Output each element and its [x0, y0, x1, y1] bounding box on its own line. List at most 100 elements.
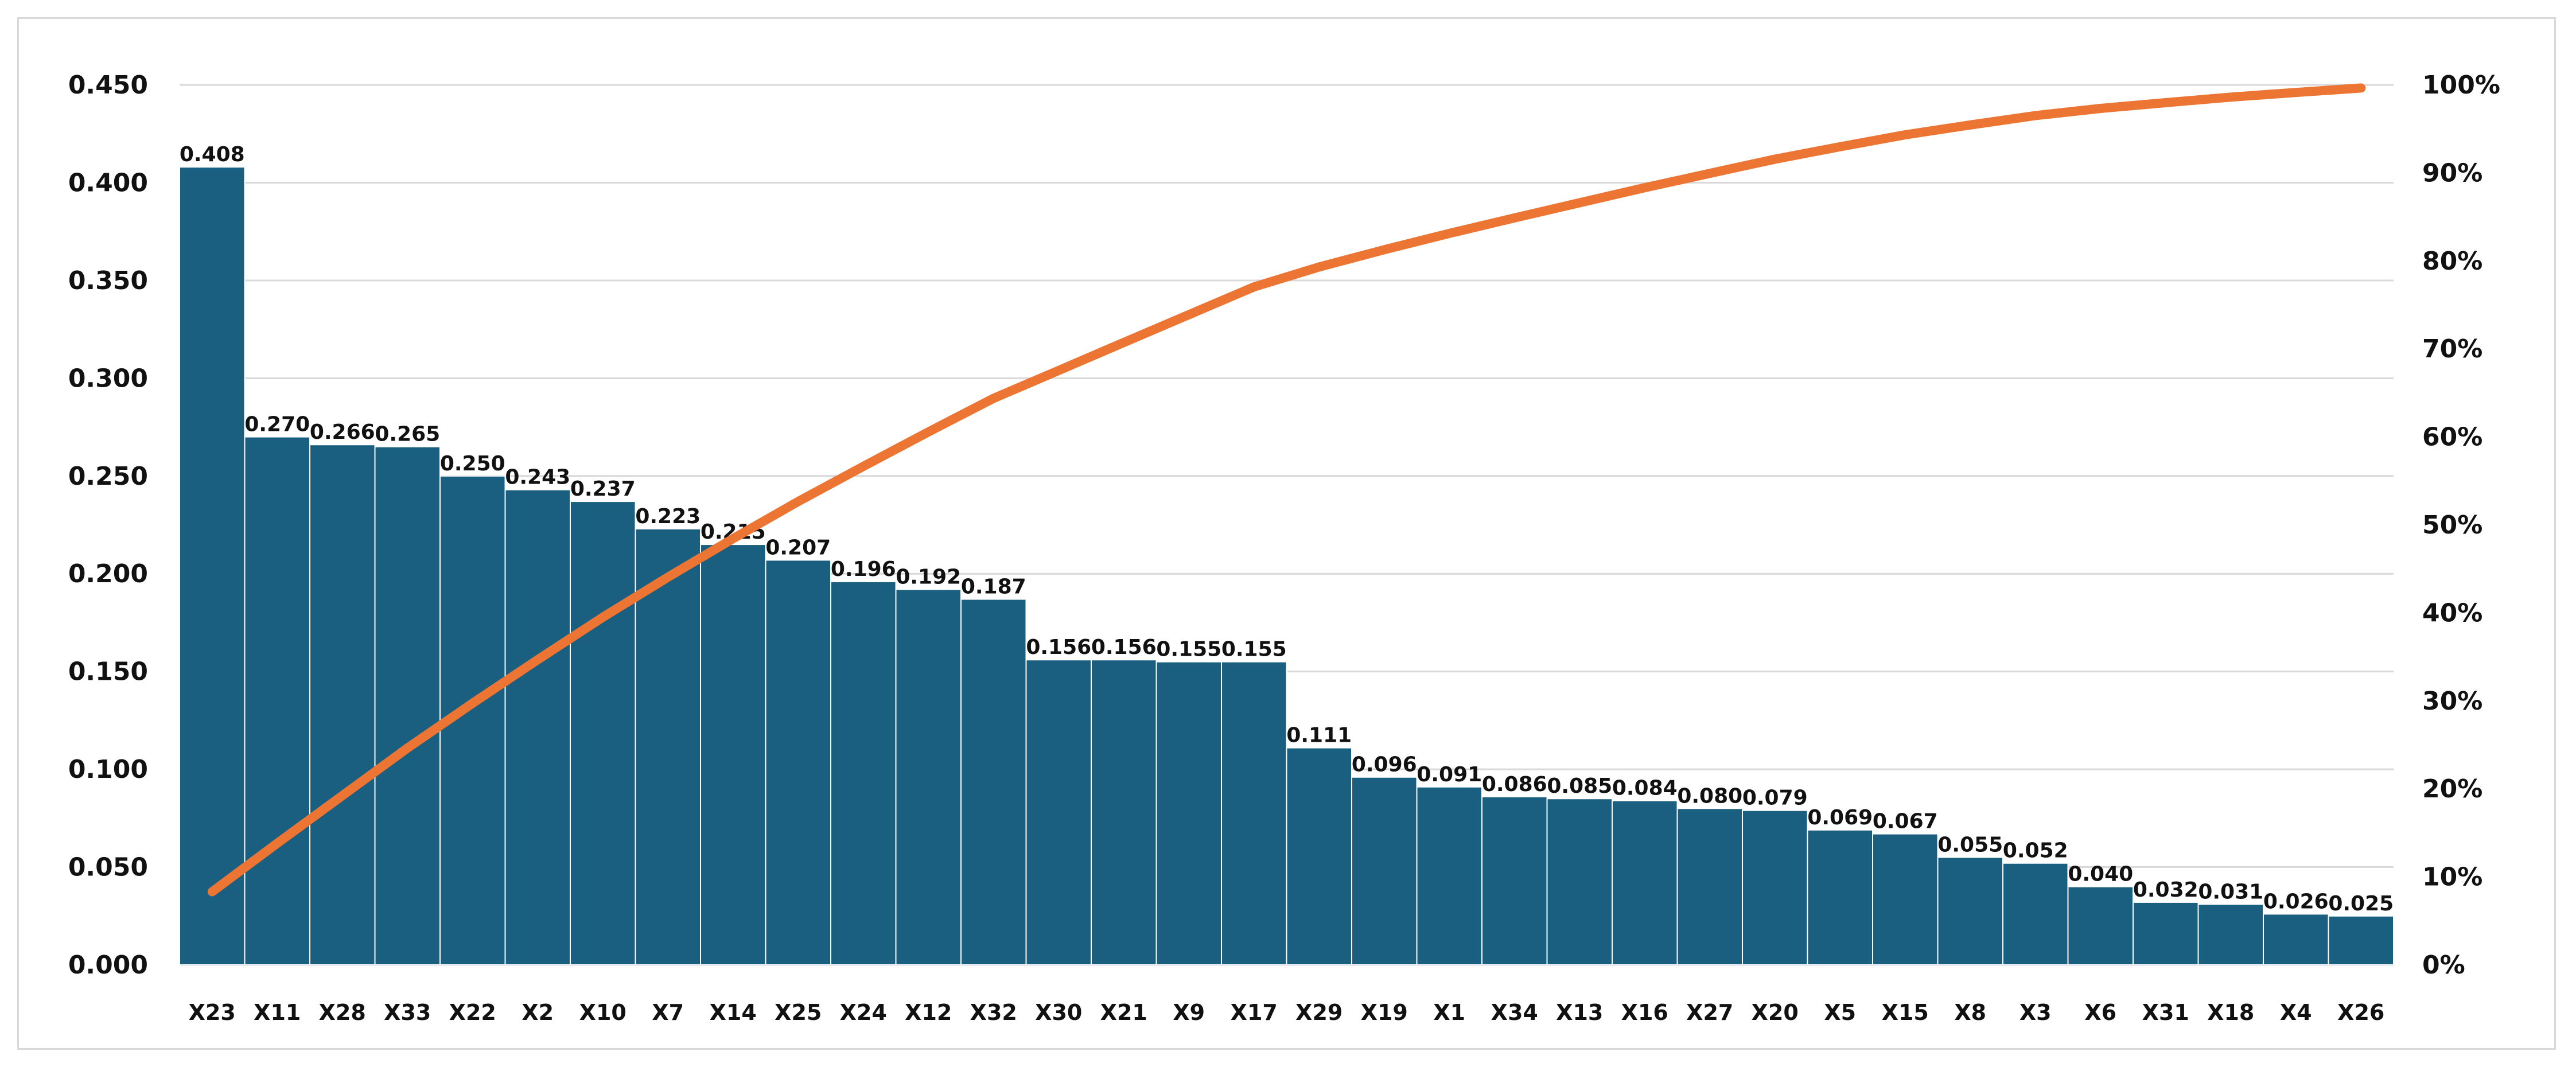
bar — [570, 501, 636, 965]
left-y-tick-label: 0.150 — [68, 657, 148, 687]
left-y-tick-label: 0.450 — [68, 71, 148, 100]
bar — [309, 444, 376, 965]
bar-data-label: 0.069 — [1807, 806, 1873, 829]
x-tick-label: X12 — [905, 1000, 952, 1025]
bar-data-label: 0.096 — [1352, 753, 1417, 777]
bar-data-label: 0.111 — [1286, 724, 1352, 747]
x-tick-label: X6 — [2084, 1000, 2116, 1025]
bar — [635, 528, 701, 965]
right-y-tick-label: 30% — [2422, 687, 2482, 716]
x-tick-label: X10 — [579, 1000, 627, 1025]
x-tick-label: X11 — [254, 1000, 301, 1025]
bar — [830, 581, 897, 965]
bar-data-label: 0.026 — [2263, 890, 2329, 913]
cumulative-line — [207, 83, 2366, 897]
bar — [1937, 856, 2003, 965]
bar — [1742, 809, 1808, 965]
bar — [895, 589, 962, 965]
left-y-tick-label: 0.300 — [68, 364, 148, 393]
bar-data-label: 0.223 — [635, 505, 701, 528]
left-y-tick-label: 0.100 — [68, 755, 148, 784]
left-y-tick-label: 0.350 — [68, 266, 148, 295]
bar-data-label: 0.155 — [1156, 638, 1221, 661]
bar — [2067, 886, 2134, 965]
bar-data-label: 0.032 — [2133, 878, 2198, 902]
bar — [2133, 901, 2199, 965]
bar — [1286, 747, 1352, 965]
bar-data-label: 0.266 — [310, 420, 375, 444]
x-axis: X23 X11 X28 X33 X22 X2 X10 X7 X14 X25 X24 X12 X32 X30… — [189, 1000, 2385, 1025]
bar-data-label: 0.040 — [2068, 863, 2133, 886]
bar — [1091, 659, 1157, 966]
bar — [2328, 915, 2394, 966]
bar — [1807, 829, 1873, 965]
x-tick-label: X34 — [1491, 1000, 1538, 1025]
x-tick-label: X25 — [775, 1000, 822, 1025]
bar — [1676, 808, 1743, 966]
bar — [2197, 903, 2264, 966]
x-tick-label: X4 — [2280, 1000, 2312, 1025]
x-tick-label: X1 — [1433, 1000, 1465, 1025]
right-y-tick-label: 80% — [2422, 247, 2482, 276]
left-y-tick-label: 0.200 — [68, 559, 148, 589]
bar — [2263, 913, 2329, 966]
bar — [960, 598, 1027, 965]
bar-data-label: 0.196 — [831, 558, 896, 581]
bar — [1872, 833, 1939, 966]
bar-data-label: 0.055 — [1937, 833, 2003, 857]
x-tick-label: X18 — [2207, 1000, 2254, 1025]
bar-data-label: 0.079 — [1742, 786, 1808, 810]
x-tick-label: X14 — [710, 1000, 757, 1025]
bar — [1416, 786, 1482, 966]
bar-data-label: 0.031 — [2198, 880, 2263, 903]
bar — [374, 446, 441, 965]
bar — [1481, 796, 1548, 966]
right-y-tick-label: 40% — [2422, 598, 2482, 628]
x-tick-label: X32 — [970, 1000, 1017, 1025]
bar-data-label: 0.156 — [1026, 636, 1091, 659]
right-y-tick-label: 0% — [2422, 951, 2465, 980]
x-tick-label: X16 — [1621, 1000, 1668, 1025]
x-tick-label: X31 — [2142, 1000, 2189, 1025]
bar — [1612, 800, 1678, 965]
x-tick-label: X7 — [652, 1000, 684, 1025]
right-y-tick-label: 70% — [2422, 334, 2482, 364]
bar — [2002, 862, 2069, 966]
bar-data-label: 0.084 — [1612, 777, 1678, 800]
x-tick-label: X24 — [840, 1000, 887, 1025]
bar-data-label: 0.156 — [1091, 636, 1157, 659]
right-y-tick-label: 20% — [2422, 774, 2482, 804]
right-y-tick-label: 90% — [2422, 158, 2482, 188]
x-tick-label: X5 — [1824, 1000, 1856, 1025]
x-tick-label: X15 — [1882, 1000, 1929, 1025]
x-tick-label: X2 — [522, 1000, 554, 1025]
x-tick-label: X27 — [1686, 1000, 1733, 1025]
bar-data-label: 0.085 — [1547, 774, 1612, 798]
right-y-tick-label: 50% — [2422, 511, 2482, 540]
bar-data-label: 0.192 — [896, 565, 961, 589]
x-tick-label: X17 — [1231, 1000, 1278, 1025]
bar-data-label: 0.250 — [440, 452, 505, 476]
cumulative-line-series — [207, 83, 2366, 897]
bar — [700, 544, 766, 965]
left-y-tick-label: 0.050 — [68, 853, 148, 882]
x-tick-label: X28 — [319, 1000, 366, 1025]
bar-data-label: 0.086 — [1482, 773, 1547, 796]
chart-frame — [17, 17, 2556, 1050]
bar — [1546, 798, 1613, 965]
bar-data-label: 0.207 — [765, 536, 831, 559]
right-y-tick-label: 100% — [2422, 71, 2500, 100]
x-tick-label: X3 — [2019, 1000, 2052, 1025]
bar — [765, 559, 831, 965]
bar — [1221, 661, 1287, 965]
bar-data-label: 0.187 — [961, 575, 1026, 599]
x-tick-label: X13 — [1556, 1000, 1603, 1025]
bar-data-label: 0.408 — [180, 143, 245, 166]
right-y-tick-label: 10% — [2422, 863, 2482, 892]
bar-data-label: 0.155 — [1221, 638, 1287, 661]
bar-data-label: 0.270 — [244, 413, 310, 437]
bar — [179, 166, 246, 965]
x-tick-label: X19 — [1361, 1000, 1408, 1025]
bar-data-label: 0.052 — [2003, 839, 2068, 863]
